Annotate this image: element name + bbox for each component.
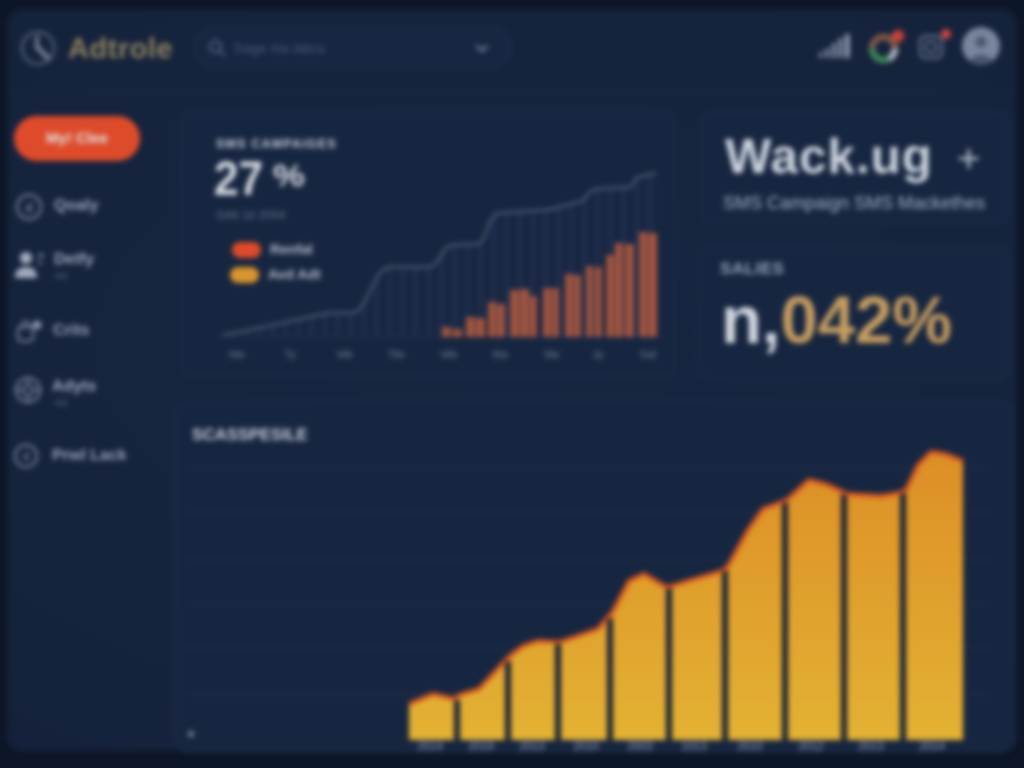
svg-text:d: d	[23, 451, 29, 463]
svg-text:Wb: Wb	[441, 349, 458, 361]
svg-text:2012: 2012	[798, 741, 824, 753]
svg-text:Tile: Tile	[387, 349, 404, 361]
svg-text:2014: 2014	[919, 741, 945, 753]
svg-text:2010: 2010	[573, 741, 599, 753]
svg-text:Ty: Ty	[284, 349, 296, 361]
svg-text:Jy: Jy	[593, 349, 605, 361]
svg-text:Me: Me	[544, 349, 559, 361]
svg-text:Ma: Ma	[492, 349, 508, 361]
svg-text:2003: 2003	[627, 741, 653, 753]
svg-text:Me: Me	[229, 349, 244, 361]
svg-text:Mb: Mb	[337, 349, 352, 361]
svg-text:2019: 2019	[468, 741, 494, 753]
svg-text:2013: 2013	[519, 741, 545, 753]
svg-text:2013: 2013	[858, 741, 884, 753]
svg-text:2014: 2014	[417, 741, 443, 753]
svg-text:2010: 2010	[737, 741, 763, 753]
svg-text:Sat: Sat	[640, 349, 657, 361]
svg-text:1013: 1013	[681, 741, 707, 753]
svg-text:d: d	[25, 200, 32, 215]
